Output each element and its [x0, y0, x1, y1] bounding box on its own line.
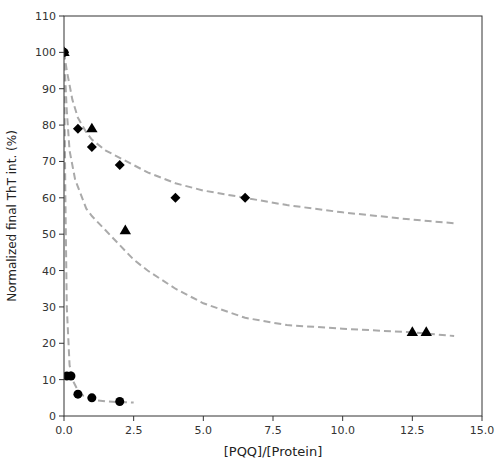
y-tick [59, 234, 64, 235]
x-tick-label: 15.0 [470, 424, 495, 437]
x-tick [64, 416, 65, 421]
point [87, 142, 97, 152]
y-tick [59, 306, 64, 307]
y-tick-label: 0 [49, 410, 56, 423]
y-tick [59, 197, 64, 198]
y-tick-label: 70 [42, 155, 56, 168]
x-tick [412, 416, 413, 421]
y-tick-label: 50 [42, 228, 56, 241]
y-tick [59, 125, 64, 126]
plot-frame [64, 16, 482, 416]
y-tick-label: 90 [42, 83, 56, 96]
x-tick [482, 416, 483, 421]
x-axis-label: [PQQ]/[Protein] [224, 444, 323, 459]
x-tick-label: 10.0 [330, 424, 355, 437]
y-tick [59, 416, 64, 417]
x-tick-label: 5.0 [195, 424, 213, 437]
fit-line [64, 52, 134, 402]
y-tick-label: 100 [35, 46, 56, 59]
point-series [64, 46, 432, 336]
y-tick-label: 80 [42, 119, 56, 132]
point [240, 193, 250, 203]
x-tick [133, 416, 134, 421]
y-axis-label: Normalized final ThT int. (%) [5, 130, 19, 302]
point [407, 326, 418, 336]
x-tick-label: 2.5 [125, 424, 143, 437]
y-tick-label: 60 [42, 192, 56, 205]
y-tick-label: 40 [42, 265, 56, 278]
point [66, 372, 75, 381]
y-tick-label: 110 [35, 10, 56, 23]
y-tick-label: 30 [42, 301, 56, 314]
x-tick-label: 12.5 [400, 424, 425, 437]
y-tick [59, 379, 64, 380]
point [120, 225, 131, 235]
point [86, 123, 97, 133]
point-series [64, 48, 124, 406]
point-series [64, 47, 250, 202]
axes: 0.0 2.5 5.0 7.5 10.0 12.5 15.0 0 10 20 30 40 50 60 70 8… [35, 10, 494, 437]
fit-line [64, 52, 454, 223]
point [64, 47, 69, 57]
x-tick [342, 416, 343, 421]
y-tick [59, 161, 64, 162]
y-tick-label: 20 [42, 337, 56, 350]
y-tick-label: 10 [42, 374, 56, 387]
point [115, 160, 125, 170]
x-tick [203, 416, 204, 421]
x-tick-label: 7.5 [264, 424, 282, 437]
point [64, 46, 70, 56]
background [0, 0, 500, 468]
point [87, 393, 96, 402]
point [73, 390, 82, 399]
x-tick [273, 416, 274, 421]
point [421, 326, 432, 336]
point [170, 193, 180, 203]
plot-area [64, 46, 454, 406]
point [73, 124, 83, 134]
chart: 0.0 2.5 5.0 7.5 10.0 12.5 15.0 0 10 20 30 40 50 60 70 8… [0, 0, 500, 468]
y-tick [59, 270, 64, 271]
y-tick [59, 16, 64, 17]
point [115, 397, 124, 406]
y-tick [59, 343, 64, 344]
fit-line [64, 52, 454, 336]
x-tick-label: 0.0 [55, 424, 73, 437]
y-tick [59, 52, 64, 53]
y-tick [59, 88, 64, 89]
